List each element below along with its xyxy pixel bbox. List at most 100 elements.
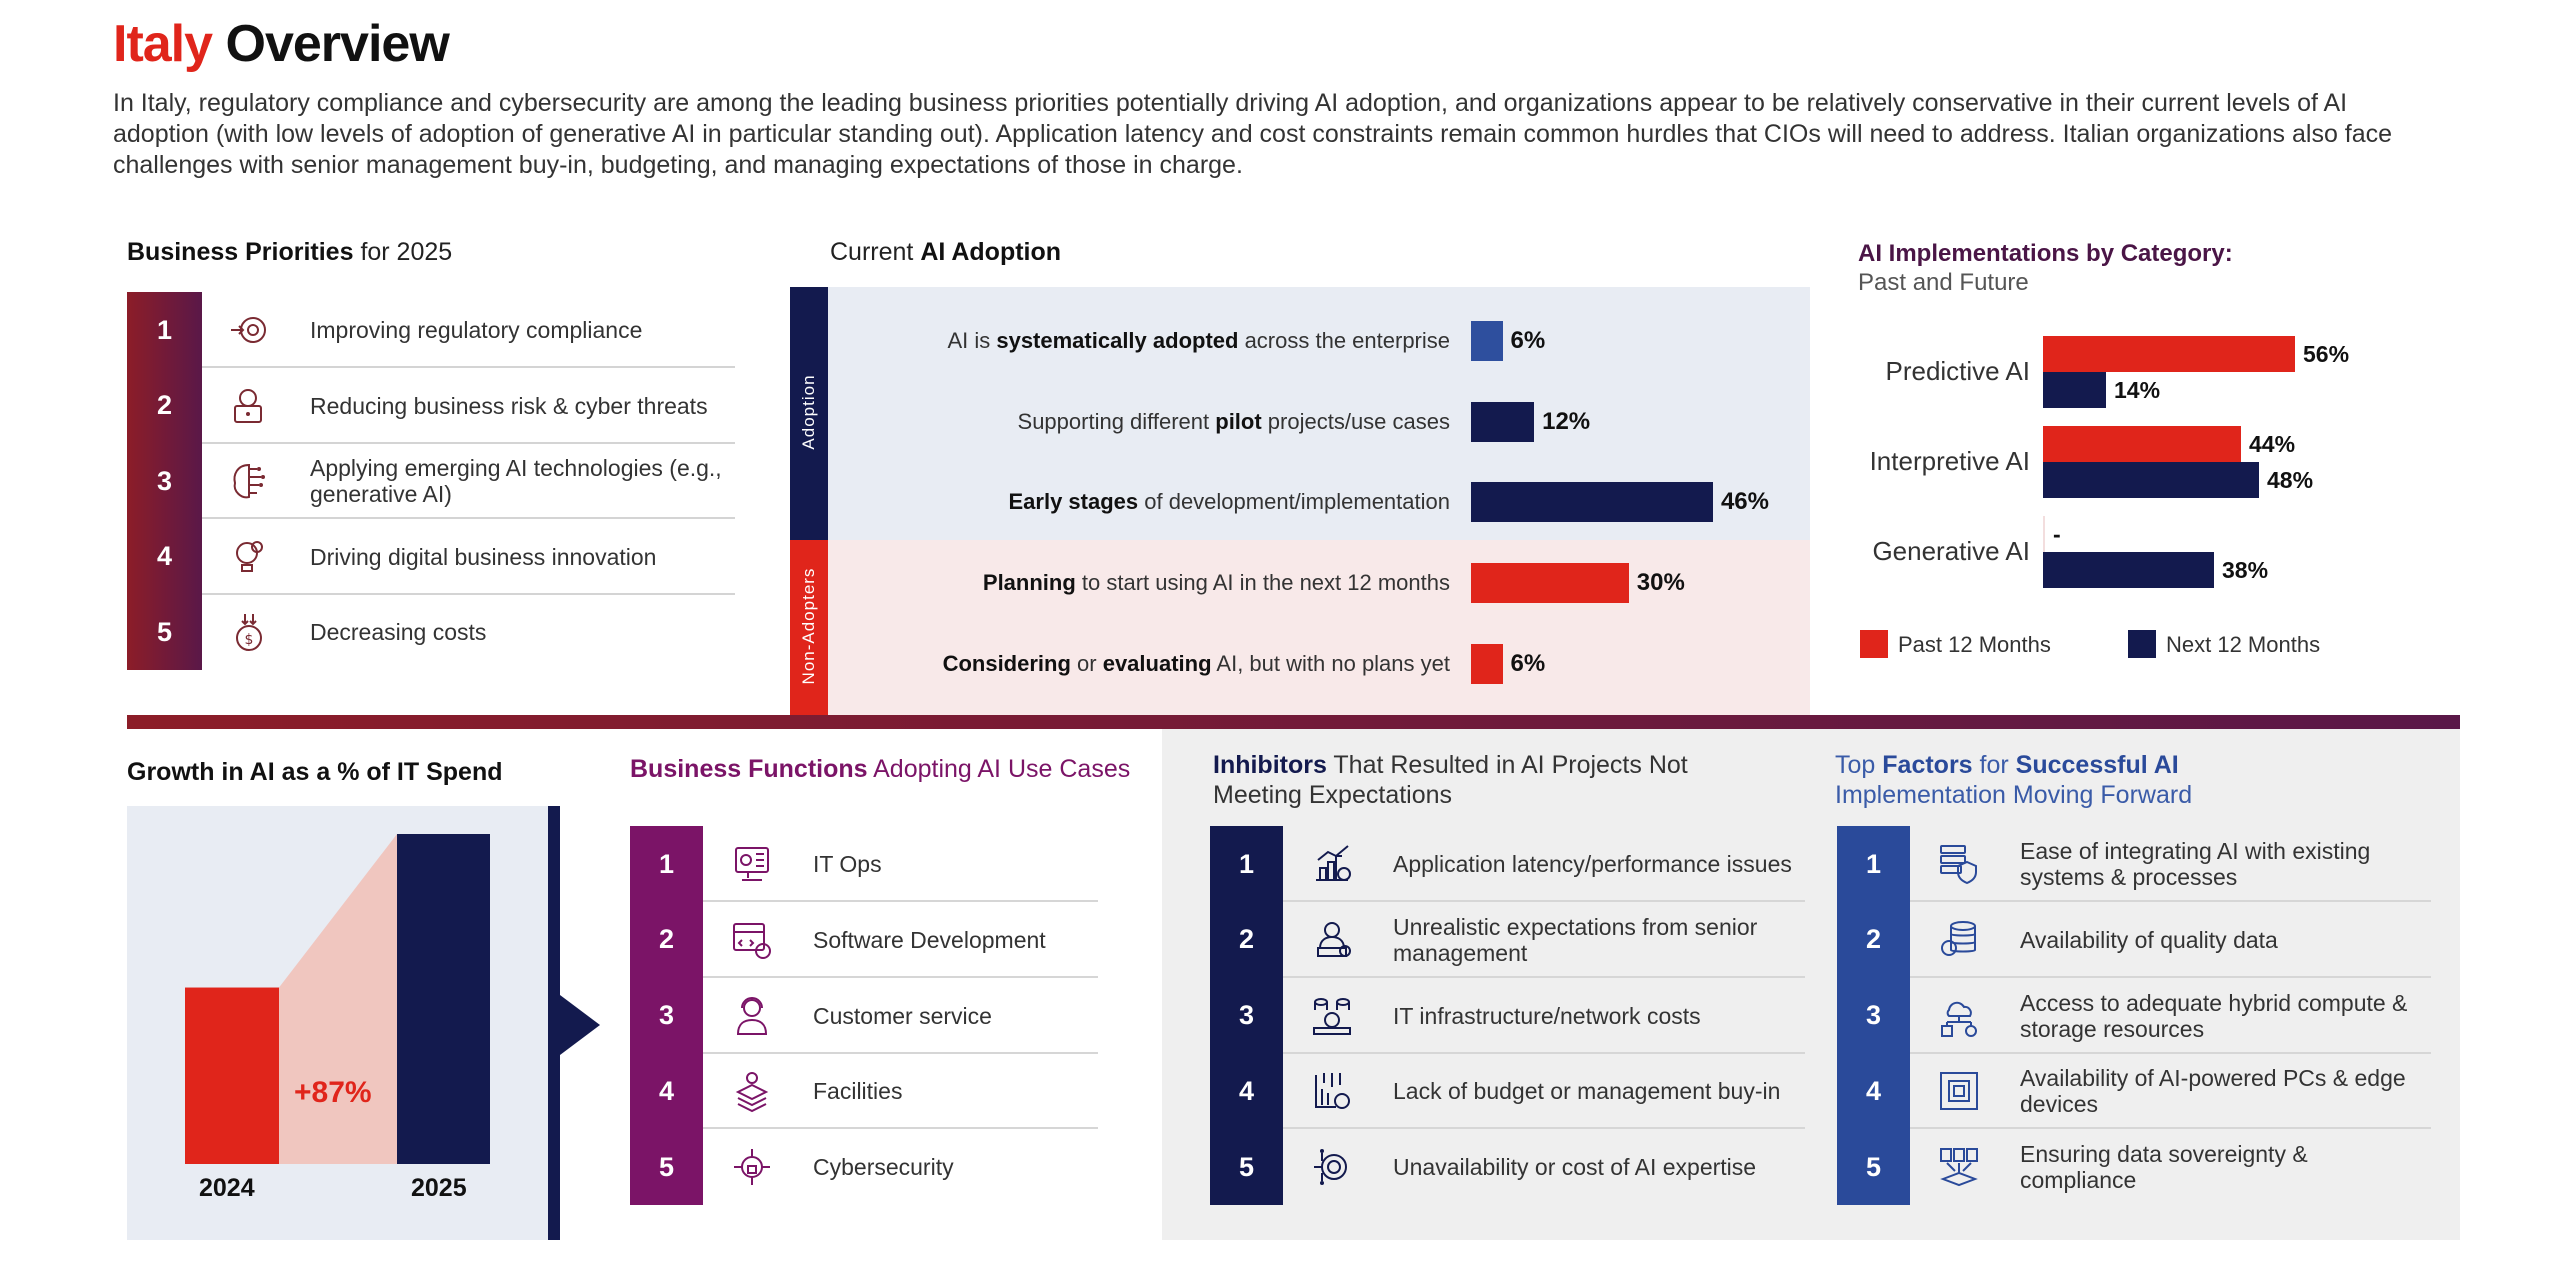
it-ops-monitor-icon	[730, 842, 774, 886]
ai-adoption-title-bold: AI Adoption	[920, 238, 1062, 266]
priority-label: Improving regulatory compliance	[310, 317, 643, 343]
inhibitor-item-label: Unavailability or cost of AI expertise	[1393, 1154, 1757, 1181]
business-function-item-rank: 3	[630, 977, 703, 1054]
cloud-hybrid-icon	[1937, 994, 1981, 1038]
priority-divider	[202, 592, 735, 595]
legend-swatch	[1860, 630, 1888, 658]
adoption-row-label: Supporting different pilot projects/use …	[1017, 409, 1450, 434]
non-adopters-panel	[828, 540, 1810, 715]
inhibitors-title-bold: Inhibitors	[1213, 751, 1327, 779]
inhibitor-item-label: Application latency/performance issues	[1393, 851, 1792, 877]
impl-bar-past	[2043, 336, 2295, 372]
success-factors-title: Top Factors for Successful AI Implementa…	[1835, 750, 2395, 810]
intro-paragraph: In Italy, regulatory compliance and cybe…	[113, 89, 2393, 179]
priority-divider	[202, 366, 735, 368]
business-function-item-label: Software Development	[813, 926, 1046, 953]
adoption-row-label: AI is systematically adopted across the …	[947, 328, 1450, 353]
priority-item: 2 Reducing business risk & cyber threats	[127, 368, 735, 444]
growth-year-2025: 2025	[411, 1174, 467, 1202]
adoption-bar	[1471, 321, 1503, 361]
factors-title-mid: for	[1979, 751, 2009, 779]
inhibitors-title-rest: That Resulted in AI Projects Not Meeting…	[1213, 751, 1688, 809]
title-country: Italy	[113, 15, 213, 73]
success-factor-item-divider	[1910, 1051, 2431, 1054]
business-function-item-divider	[703, 975, 1098, 978]
business-function-item-rank: 5	[630, 1129, 703, 1206]
priority-item: 5 $ Decreasing costs	[127, 594, 735, 670]
growth-arrow-icon	[560, 995, 600, 1055]
inhibitor-item: 4 Lack of budget or management buy-in	[1210, 1053, 1805, 1130]
expertise-cost-icon	[1310, 1145, 1354, 1189]
growth-title: Growth in AI as a % of IT Spend	[127, 758, 503, 786]
adoption-value-label: 46%	[1720, 488, 1769, 515]
impl-category-label: Generative AI	[1872, 536, 2030, 566]
inhibitors-factors-panel	[1162, 729, 2460, 1240]
inhibitor-item-rank: 4	[1210, 1053, 1283, 1130]
priority-rank: 2	[156, 390, 173, 421]
business-functions-title: Business Functions Adopting AI Use Cases	[630, 755, 1130, 784]
success-factor-item: 3 Access to adequate hybrid compute & sto…	[1837, 977, 2431, 1054]
ai-adoption-title: Current AI Adoption	[830, 238, 1061, 267]
chip-board-icon	[1937, 1069, 1981, 1113]
inhibitor-item: 3 IT infrastructure/network costs	[1210, 977, 1805, 1054]
page-title: Italy Overview	[113, 14, 450, 74]
business-function-item-rank: 4	[630, 1053, 703, 1130]
inhibitor-item-rank: 5	[1210, 1129, 1283, 1206]
legend-swatch	[2128, 630, 2156, 658]
success-factor-item: 2 Availability of quality data	[1837, 901, 2431, 978]
section-divider	[127, 715, 2460, 729]
priority-label: Reducing business risk & cyber threats	[310, 392, 708, 419]
impl-value-label: 48%	[2267, 467, 2314, 493]
adoption-row-label: Planning to start using AI in the next 1…	[982, 570, 1450, 595]
success-factor-item-divider	[1910, 1127, 2431, 1130]
success-factor-item-rank: 1	[1837, 826, 1910, 902]
database-badge-icon	[1937, 918, 1981, 962]
business-function-item: 3 Customer service	[630, 977, 1098, 1054]
impl-bar-next	[2043, 372, 2106, 408]
impl-bar-past	[2043, 516, 2045, 552]
priority-rank: 4	[156, 541, 173, 572]
adoption-row-label: Early stages of development/implementati…	[1008, 489, 1451, 514]
factors-title-line2: Implementation Moving Forward	[1835, 781, 2193, 809]
business-function-item: 4 Facilities	[630, 1053, 1098, 1130]
compliance-gear-icon	[227, 308, 271, 352]
success-factor-item: 1 Ease of integrating AI with existing sy…	[1837, 826, 2431, 902]
priority-label: Driving digital business innovation	[310, 543, 657, 570]
inhibitor-item-rank: 2	[1210, 901, 1283, 978]
ai-brain-icon	[227, 459, 271, 503]
success-factor-item-label: Availability of quality data	[2020, 926, 2278, 953]
business-function-item-divider	[703, 1127, 1098, 1130]
success-factor-item-label: Availability of AI-powered PCs & edge de…	[2020, 1065, 2406, 1118]
success-factor-item-rank: 5	[1837, 1129, 1910, 1206]
inhibitor-item: 5 Unavailability or cost of AI expertise	[1210, 1129, 1805, 1206]
legend-label: Past 12 Months	[1898, 632, 2051, 657]
factors-title-bold2: Successful AI	[2015, 751, 2179, 779]
legend-label: Next 12 Months	[2166, 632, 2321, 657]
growth-divider-bar	[548, 806, 560, 1240]
priority-rank: 1	[156, 314, 173, 345]
impl-bar-past	[2043, 426, 2241, 462]
non-adopters-group-label: Non-Adopters	[799, 567, 818, 685]
business-function-item-label: Cybersecurity	[813, 1154, 954, 1181]
business-function-item-label: IT Ops	[813, 851, 882, 877]
adoption-bar	[1471, 644, 1503, 684]
impl-category-label: Interpretive AI	[1869, 446, 2030, 476]
adoption-bar	[1471, 563, 1629, 603]
ai-adoption-title-prefix: Current	[830, 238, 914, 266]
adoption-group-bar: Adoption	[790, 287, 828, 540]
inhibitor-item-divider	[1283, 900, 1805, 902]
factors-title-bold1: Factors	[1882, 751, 1973, 779]
success-factor-item: 4 Availability of AI-powered PCs & edge d…	[1837, 1053, 2431, 1130]
inhibitor-item-label: Unrealistic expectations from senior man…	[1393, 913, 1758, 966]
data-sovereignty-icon	[1937, 1145, 1981, 1189]
success-factor-item-rank: 3	[1837, 977, 1910, 1054]
inhibitors-title: Inhibitors That Resulted in AI Projects …	[1213, 750, 1773, 810]
inhibitor-item-label: Lack of budget or management buy-in	[1393, 1078, 1781, 1105]
business-function-item: 1 IT Ops	[630, 826, 1098, 902]
priority-divider	[202, 441, 735, 444]
inhibitor-item-rank: 3	[1210, 977, 1283, 1054]
success-factor-item-divider	[1910, 900, 2431, 902]
inhibitor-item: 1 Application latency/performance issues	[1210, 826, 1805, 902]
business-function-item: 2 Software Development	[630, 901, 1098, 978]
impl-bar-next	[2043, 552, 2214, 588]
